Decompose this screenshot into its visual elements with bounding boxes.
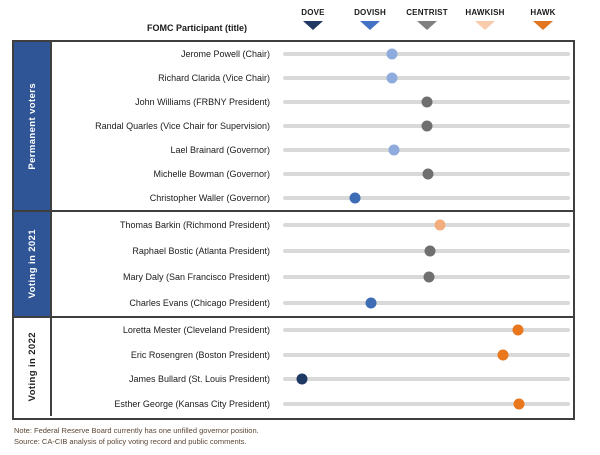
participant-column-header: FOMC Participant (title) [146,23,247,33]
stance-track [283,401,570,406]
participant-row: Richard Clarida (Vice Chair) [52,66,573,90]
source-text: Source: CA-CIB analysis of policy voting… [14,437,247,446]
group-rows: Thomas Barkin (Richmond President) Raphae… [52,212,573,316]
participant-name: John Williams (FRBNY President) [135,97,270,107]
participant-row: Mary Daly (San Francisco President) [52,264,573,290]
legend-label-hawk: HAWK [530,8,556,17]
legend-item-dovish: DOVISH [330,8,410,30]
participant-name: Charles Evans (Chicago President) [129,298,270,308]
participant-row: Esther George (Kansas City President) [52,392,573,417]
stance-track [283,52,570,56]
legend-item-centrist: CENTRIST [387,8,467,30]
participant-row: James Bullard (St. Louis President) [52,367,573,392]
voter-group: Voting in 2022 Loretta Mester (Cleveland … [14,316,573,416]
participant-row: Jerome Powell (Chair) [52,42,573,66]
legend-label-dove: DOVE [301,8,325,17]
participant-row: Michelle Bowman (Governor) [52,162,573,186]
hawkish-triangle-icon [475,21,495,30]
stance-track [283,328,570,333]
voter-group: Voting in 2021 Thomas Barkin (Richmond Pr… [14,210,573,316]
stance-dot-centrist [421,96,433,108]
legend-item-hawkish: HAWKISH [445,8,525,30]
participant-row: Christopher Waller (Governor) [52,186,573,210]
participant-name: Christopher Waller (Governor) [149,193,270,203]
stance-track [283,377,570,382]
group-sidebar: Voting in 2022 [14,318,52,416]
legend-label-dovish: DOVISH [354,8,386,17]
legend-item-hawk: HAWK [503,8,583,30]
hawk-triangle-icon [533,21,553,30]
stance-dot-centrist [422,168,434,180]
participant-name: Mary Daly (San Francisco President) [122,272,270,282]
participant-row: Raphael Bostic (Atlanta President) [52,238,573,264]
legend-item-dove: DOVE [273,8,353,30]
stance-dot-dovish [365,297,376,309]
group-label: Voting in 2022 [26,332,38,402]
stance-track [283,301,570,305]
participant-name: Eric Rosengren (Boston President) [130,349,270,360]
participant-row: Loretta Mester (Cleveland President) [52,318,573,343]
group-sidebar: Permanent voters [14,42,52,210]
participant-row: John Williams (FRBNY President) [52,90,573,114]
stance-dot-centrist [423,271,435,283]
participant-name: Thomas Barkin (Richmond President) [119,220,270,230]
note-text: Note: Federal Reserve Board currently ha… [14,426,259,435]
participant-name: Loretta Mester (Cleveland President) [122,325,270,336]
stance-dot-centrist [421,120,433,132]
participant-name: Jerome Powell (Chair) [180,49,270,59]
participant-name: James Bullard (St. Louis President) [128,374,270,385]
stance-track [283,196,570,200]
centrist-triangle-icon [417,21,437,30]
stance-track [283,76,570,80]
stance-dot-hawkish-light [434,219,445,231]
group-label: Permanent voters [26,82,38,170]
stance-dot-dovish-light [386,72,398,84]
dovish-triangle-icon [360,21,380,30]
participant-name: Richard Clarida (Vice Chair) [158,73,270,83]
participant-row: Eric Rosengren (Boston President) [52,343,573,368]
stance-dot-dovish-light [386,48,398,60]
participant-name: Raphael Bostic (Atlanta President) [132,246,270,256]
stance-dot-dovish [349,192,361,204]
participant-name: Michelle Bowman (Governor) [153,169,270,179]
group-rows: Jerome Powell (Chair) Richard Clarida (Vi… [52,42,573,210]
stance-dot-centrist [424,245,436,257]
chart-panel: Permanent voters Jerome Powell (Chair) Ric… [12,40,575,420]
participant-row: Charles Evans (Chicago President) [52,290,573,316]
stance-dot-hawk [513,398,525,410]
stance-dot-dovish-light [388,144,400,156]
stance-track [283,148,570,152]
stance-dot-dove [296,373,307,385]
participant-name: Randal Quarles (Vice Chair for Supervisi… [95,121,270,131]
dove-triangle-icon [303,21,323,30]
stance-track [283,223,570,227]
group-rows: Loretta Mester (Cleveland President) Eric… [52,318,573,416]
voter-group: Permanent voters Jerome Powell (Chair) Ric… [14,42,573,210]
participant-row: Randal Quarles (Vice Chair for Supervisi… [52,114,573,138]
stance-track [283,352,570,357]
participant-row: Lael Brainard (Governor) [52,138,573,162]
legend-label-hawkish: HAWKISH [465,8,505,17]
group-label: Voting in 2021 [26,229,38,299]
participant-name: Esther George (Kansas City President) [114,398,270,409]
group-sidebar: Voting in 2021 [14,212,52,316]
participant-row: Thomas Barkin (Richmond President) [52,212,573,238]
stance-dot-hawk [497,349,509,361]
participant-name: Lael Brainard (Governor) [170,145,270,155]
stance-dot-hawk [512,324,524,336]
legend-label-centrist: CENTRIST [406,8,448,17]
